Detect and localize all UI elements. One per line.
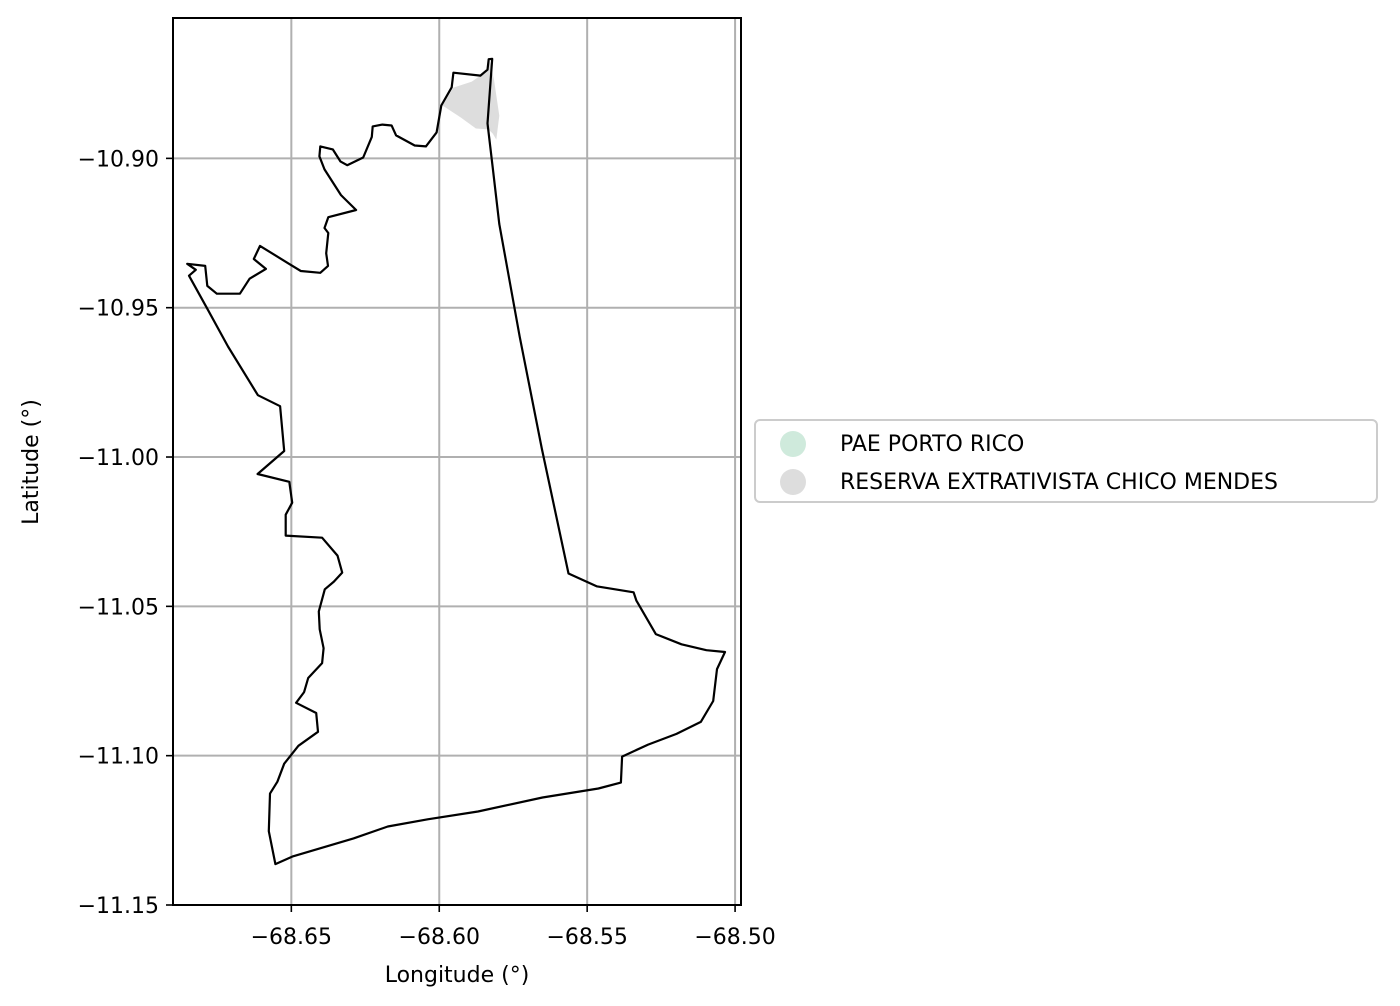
y-tick-label: −10.90 <box>78 147 159 172</box>
boundary-layer <box>186 57 727 866</box>
y-tick-label: −11.10 <box>78 745 159 770</box>
reserva-extrativista-patch <box>442 60 500 140</box>
y-tick-label: −11.05 <box>78 595 159 620</box>
pae-porto-rico-boundary <box>186 57 727 866</box>
x-tick-label: −68.55 <box>546 925 627 950</box>
plot-frame <box>172 17 742 906</box>
legend: PAE PORTO RICO RESERVA EXTRATIVISTA CHIC… <box>754 419 1378 503</box>
grid-lines <box>173 18 741 906</box>
x-axis-label: Longitude (°) <box>385 963 530 988</box>
x-tick-label: −68.60 <box>399 925 480 950</box>
legend-item-reserva-chico-mendes: RESERVA EXTRATIVISTA CHICO MENDES <box>780 465 1278 499</box>
y-axis-ticks: −10.90 −10.95 −11.00 −11.05 −11.10 −11.15 <box>78 147 173 919</box>
y-tick-label: −10.95 <box>78 297 159 322</box>
y-axis-label: Latitude (°) <box>19 399 44 525</box>
reserva-patch-layer <box>442 60 500 140</box>
y-tick-label: −11.15 <box>78 894 159 919</box>
legend-item-pae-porto-rico: PAE PORTO RICO <box>780 427 1024 461</box>
legend-marker-reserva-chico-mendes <box>780 469 806 495</box>
legend-marker-pae-porto-rico <box>780 431 806 457</box>
x-tick-label: −68.65 <box>251 925 332 950</box>
y-tick-label: −11.00 <box>78 446 159 471</box>
x-tick-label: −68.50 <box>694 925 775 950</box>
legend-label-pae-porto-rico: PAE PORTO RICO <box>840 431 1025 457</box>
x-axis-ticks: −68.65 −68.60 −68.55 −68.50 <box>251 905 776 950</box>
legend-label-reserva-chico-mendes: RESERVA EXTRATIVISTA CHICO MENDES <box>840 469 1278 495</box>
